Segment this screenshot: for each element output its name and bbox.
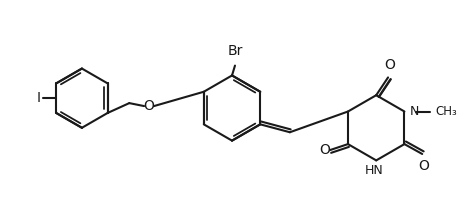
Text: HN: HN <box>365 164 383 177</box>
Text: I: I <box>36 91 41 105</box>
Text: Br: Br <box>227 44 243 58</box>
Text: CH₃: CH₃ <box>435 105 457 118</box>
Text: N: N <box>410 105 419 118</box>
Text: O: O <box>385 58 396 71</box>
Text: O: O <box>144 99 155 113</box>
Text: O: O <box>418 159 429 173</box>
Text: O: O <box>319 143 330 157</box>
